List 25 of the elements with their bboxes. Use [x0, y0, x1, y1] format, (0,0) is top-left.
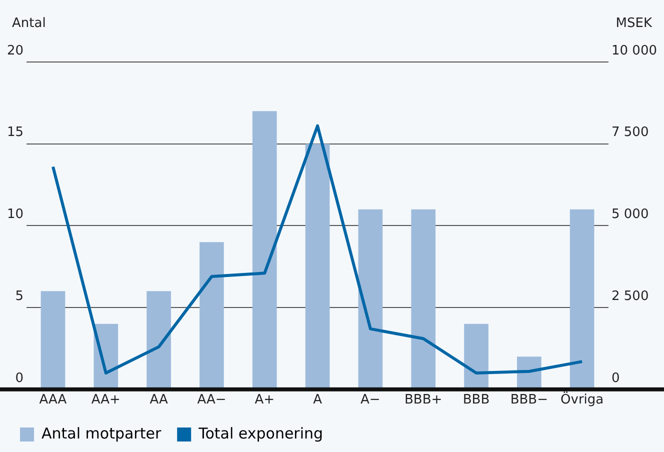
y-axis-title: Antal: [12, 16, 46, 31]
y-tick-label: 20: [6, 43, 24, 58]
y2-tick-label: 5 000: [612, 207, 649, 222]
y2-tick-label: 7 500: [612, 125, 649, 140]
y2-tick-label: 10 000: [612, 43, 658, 58]
x-tick-label: Övriga: [560, 392, 604, 408]
x-tick-label: AAA: [39, 392, 67, 408]
x-tick-label: A−: [360, 392, 380, 408]
x-tick-label: BBB+: [404, 392, 442, 408]
x-tick-label: BBB: [462, 392, 490, 408]
y-tick-label: 15: [6, 125, 24, 140]
x-tick-label: AA+: [91, 392, 120, 408]
y-tick-label: 0: [15, 370, 24, 386]
x-tick-label: A+: [254, 392, 275, 408]
y2-tick-label: 2 500: [612, 288, 649, 304]
x-tick-label: AA−: [197, 392, 226, 408]
legend-label: Antal motparter: [42, 424, 162, 442]
x-tick-label: BBB−: [510, 392, 548, 408]
x-tick-label: AA: [150, 392, 168, 408]
y-tick-label: 10: [6, 207, 24, 222]
y-tick-label: 5: [15, 288, 24, 304]
legend-label: Total exponering: [198, 424, 324, 442]
y2-tick-label: 0: [612, 370, 620, 386]
y2-axis-title: MSEK: [616, 16, 652, 31]
x-tick-label: A: [313, 392, 322, 408]
